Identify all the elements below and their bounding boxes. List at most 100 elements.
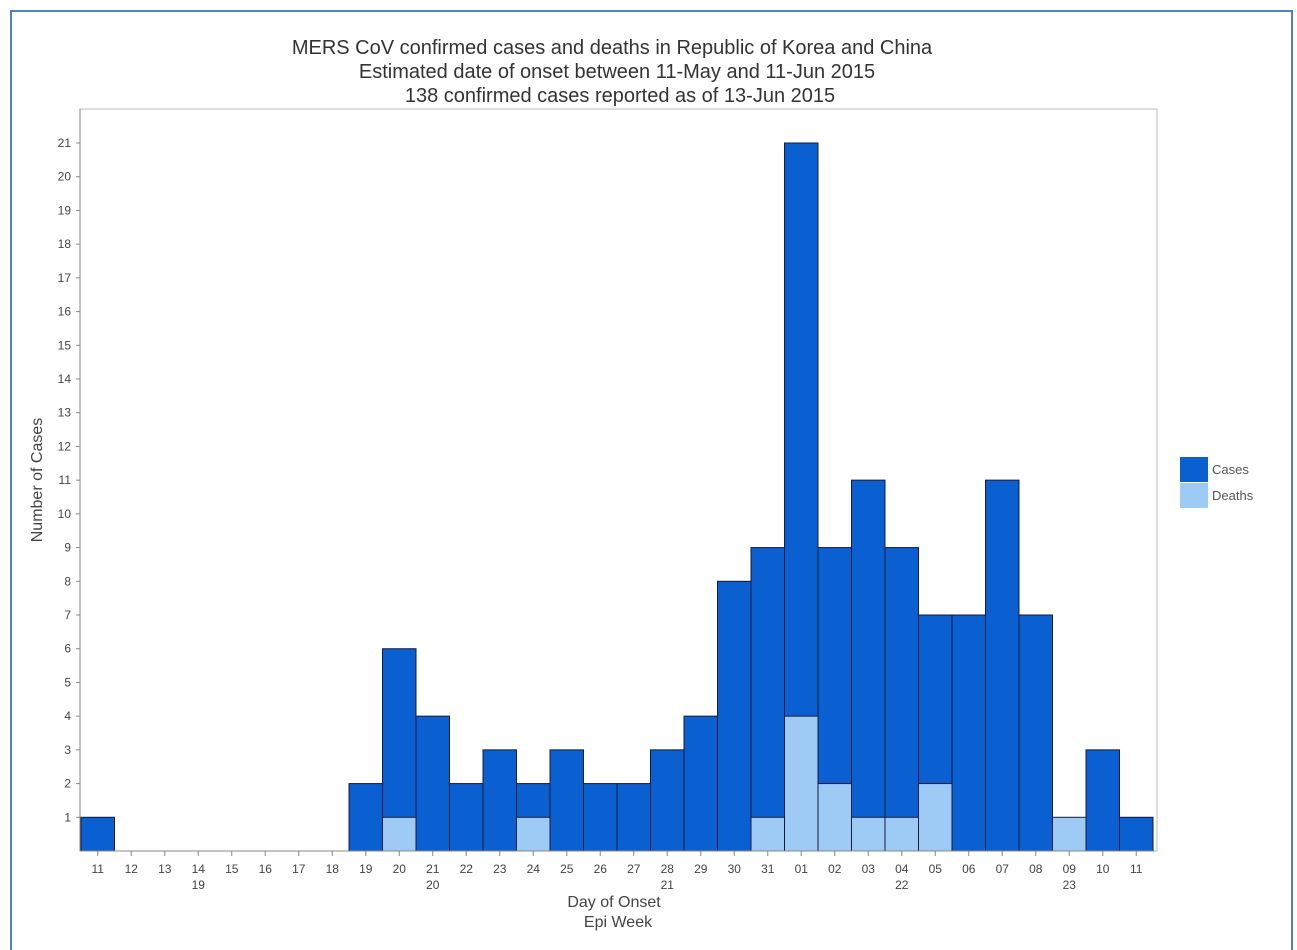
legend-swatch-cases (1180, 457, 1208, 482)
x-tick-label-30: 10 (1096, 862, 1110, 876)
x-tick-label-27: 07 (996, 862, 1010, 876)
y-tick-label-14: 14 (58, 372, 72, 386)
y-tick-label-10: 10 (58, 507, 72, 521)
y-tick-label-6: 6 (64, 642, 71, 656)
bar-cases-26 (951, 614, 986, 852)
bar-cases-20 (750, 547, 785, 852)
x-tick-label-19: 30 (728, 862, 742, 876)
x-tick-label-21: 01 (795, 862, 809, 876)
x-tick-label-2: 13 (158, 862, 172, 876)
x-tick-label-7: 18 (326, 862, 340, 876)
bar-cases-31 (1119, 816, 1154, 852)
x-axis: 11 12 13 14 15 16 17 18 19 20 21 22 23 24 25 26 27 28 29 30… (80, 850, 1153, 892)
bar-deaths-22 (817, 783, 852, 852)
epi-week-label-4: 23 (1063, 878, 1077, 892)
bar-cases-24 (884, 547, 919, 852)
legend-swatch-deaths (1180, 483, 1208, 508)
x-tick-label-16: 27 (627, 862, 641, 876)
y-tick-label-16: 16 (58, 305, 72, 319)
bar-deaths-13 (516, 816, 551, 852)
x-tick-label-28: 08 (1029, 862, 1043, 876)
x-tick-label-13: 24 (527, 862, 541, 876)
x-tick-label-5: 16 (259, 862, 273, 876)
legend: Cases Deaths (1180, 457, 1254, 508)
legend-label-deaths: Deaths (1212, 488, 1254, 503)
bar-cases-8 (348, 783, 383, 852)
bar-deaths-21 (784, 715, 819, 852)
y-axis-label: Number of Cases (29, 418, 46, 543)
x-tick-label-9: 20 (393, 862, 407, 876)
y-tick-label-20: 20 (58, 170, 72, 184)
x-tick-label-20: 31 (761, 862, 775, 876)
y-tick-label-1: 1 (64, 810, 71, 824)
y-tick-label-7: 7 (64, 608, 71, 622)
chart-title-line-3: 138 confirmed cases reported as of 13-Ju… (405, 85, 835, 107)
x-tick-label-3: 14 (192, 862, 206, 876)
x-tick-label-29: 09 (1063, 862, 1077, 876)
bar-cases-19 (717, 580, 752, 852)
bars (80, 142, 1154, 852)
x-tick-label-6: 17 (292, 862, 306, 876)
bar-cases-18 (683, 715, 718, 852)
x-axis-label: Day of Onset (567, 894, 661, 911)
bar-deaths-9 (382, 816, 417, 852)
epi-week-label-3: 22 (895, 878, 909, 892)
bar-cases-16 (616, 783, 651, 852)
x-tick-label-22: 02 (828, 862, 842, 876)
y-tick-label-15: 15 (58, 338, 72, 352)
epi-week-label-0: 19 (192, 878, 206, 892)
bar-cases-30 (1085, 749, 1120, 852)
bar-deaths-23 (851, 816, 886, 852)
x-tick-label-18: 29 (694, 862, 708, 876)
bar-cases-17 (650, 749, 685, 852)
bar-deaths-29 (1052, 816, 1087, 852)
y-tick-label-8: 8 (64, 574, 71, 588)
x-tick-label-25: 05 (929, 862, 943, 876)
bar-deaths-25 (918, 783, 953, 852)
epi-week-label-1: 20 (426, 878, 440, 892)
y-tick-label-17: 17 (58, 271, 72, 285)
legend-label-cases: Cases (1212, 462, 1249, 477)
y-tick-label-11: 11 (59, 473, 72, 487)
x-tick-label-11: 22 (460, 862, 474, 876)
bar-cases-28 (1018, 614, 1053, 852)
x-tick-label-12: 23 (493, 862, 507, 876)
x-tick-label-15: 26 (594, 862, 608, 876)
y-tick-label-3: 3 (64, 743, 71, 757)
bar-deaths-20 (750, 816, 785, 852)
y-tick-label-19: 19 (58, 203, 72, 217)
bar-cases-12 (482, 749, 517, 852)
y-tick-label-2: 2 (64, 777, 71, 791)
y-tick-label-12: 12 (58, 439, 72, 453)
figure-frame (10, 10, 1293, 950)
x-tick-label-8: 19 (359, 862, 373, 876)
x-tick-label-17: 28 (661, 862, 675, 876)
y-tick-label-18: 18 (58, 237, 72, 251)
y-tick-label-9: 9 (64, 541, 71, 555)
chart-title-line-2: Estimated date of onset between 11-May a… (359, 61, 875, 83)
x-tick-label-10: 21 (426, 862, 440, 876)
x-tick-label-24: 04 (895, 862, 909, 876)
y-tick-label-5: 5 (64, 675, 71, 689)
bar-deaths-24 (884, 816, 919, 852)
bar-cases-27 (985, 479, 1020, 852)
bar-cases-15 (583, 783, 618, 852)
x-tick-label-4: 15 (225, 862, 239, 876)
x-tick-label-0: 11 (92, 862, 105, 876)
chart-title: MERS CoV confirmed cases and deaths in R… (292, 37, 933, 107)
y-tick-label-13: 13 (58, 406, 72, 420)
y-tick-label-21: 21 (58, 136, 72, 150)
x-tick-label-23: 03 (862, 862, 876, 876)
bar-cases-0 (80, 816, 115, 852)
bar-cases-11 (449, 783, 484, 852)
x-axis-sublabel: Epi Week (584, 914, 653, 931)
bar-cases-10 (415, 715, 450, 852)
x-tick-label-1: 12 (125, 862, 139, 876)
x-tick-label-26: 06 (962, 862, 976, 876)
epi-week-label-2: 21 (661, 878, 675, 892)
x-tick-label-14: 25 (560, 862, 574, 876)
y-tick-label-4: 4 (64, 709, 71, 723)
bar-cases-23 (851, 479, 886, 852)
